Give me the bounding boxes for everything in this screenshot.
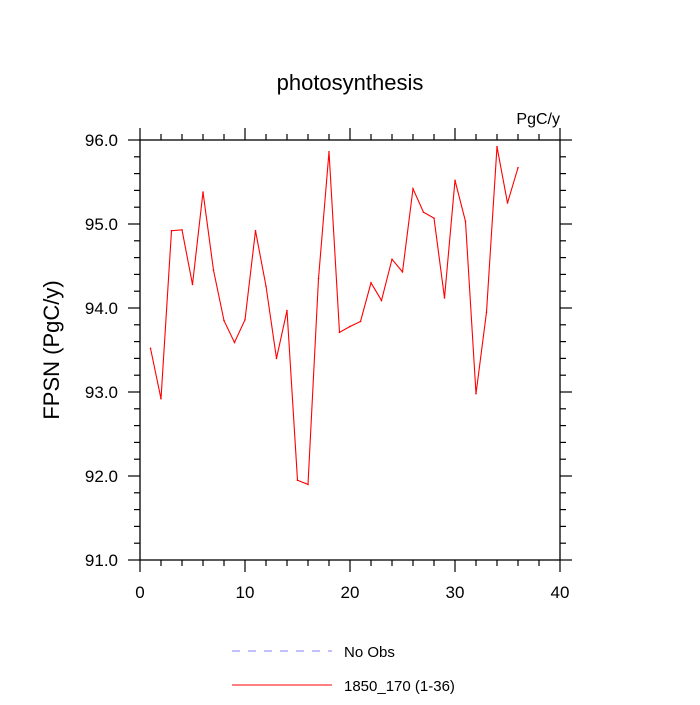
series-line (149, 146, 519, 486)
data-point (328, 150, 330, 153)
data-point (265, 285, 267, 287)
data-point (496, 145, 498, 148)
y-tick-label: 94.0 (85, 299, 118, 318)
data-point (443, 297, 446, 299)
plot-frame (139, 139, 561, 561)
x-tick-label: 0 (135, 583, 144, 602)
x-tick-label: 10 (236, 583, 255, 602)
data-point (233, 341, 236, 344)
data-point (485, 311, 488, 314)
data-point (412, 187, 414, 190)
data-point (370, 282, 372, 284)
data-point (254, 229, 257, 232)
data-point (380, 299, 383, 302)
data-point (401, 271, 404, 273)
chart-title: photosynthesis (277, 70, 424, 95)
data-point (433, 217, 435, 219)
y-axis-label: FPSN (PgC/y) (39, 280, 64, 419)
data-point (349, 325, 351, 328)
data-point (517, 166, 519, 169)
y-tick-label: 96.0 (85, 131, 118, 150)
data-point (464, 220, 467, 223)
x-tick-label: 30 (446, 583, 465, 602)
data-point (202, 191, 204, 193)
y-tick-label: 95.0 (85, 215, 118, 234)
data-point (160, 397, 162, 400)
data-point (275, 357, 278, 360)
data-point (191, 283, 194, 286)
data-point (359, 320, 362, 323)
data-point (506, 202, 509, 204)
data-point (454, 179, 456, 182)
data-point (391, 258, 393, 261)
chart-units-label: PgC/y (516, 111, 560, 128)
y-tick-label: 92.0 (85, 467, 118, 486)
data-point (212, 269, 215, 272)
data-point (181, 229, 183, 231)
data-point (422, 211, 425, 214)
data-point (307, 483, 309, 486)
y-tick-label: 91.0 (85, 551, 118, 570)
data-point (296, 479, 299, 482)
data-point (338, 331, 341, 334)
data-point (317, 277, 320, 280)
data-point (244, 318, 246, 321)
data-point (170, 229, 173, 232)
data-point (149, 347, 152, 350)
y-tick-label: 93.0 (85, 383, 118, 402)
data-point (475, 392, 477, 395)
data-point (223, 319, 225, 322)
x-tick-label: 20 (341, 583, 360, 602)
x-tick-label: 40 (551, 583, 570, 602)
legend-label: 1850_170 (1-36) (344, 678, 455, 695)
data-point (286, 309, 288, 312)
legend-label: No Obs (344, 644, 395, 661)
